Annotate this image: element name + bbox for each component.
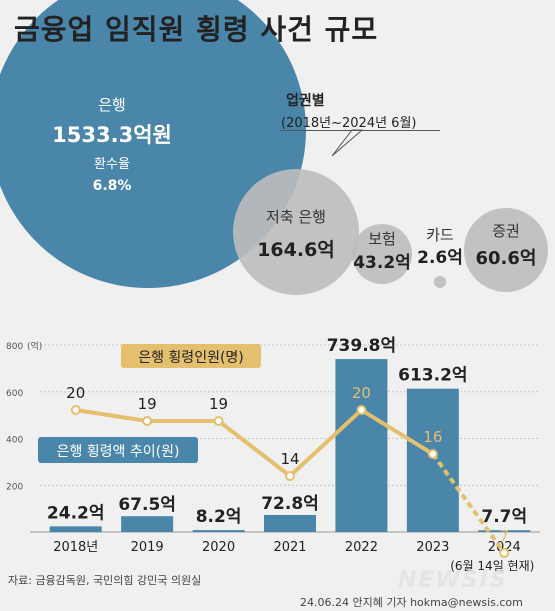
segment-bubble-3 [464, 208, 548, 292]
x-tick-6: 2024 [488, 540, 521, 555]
line-label-6: 7 [500, 527, 510, 545]
y-unit: (억) [27, 340, 42, 352]
bar-label-0: 24.2억 [47, 503, 105, 523]
newsis-logo: NEWSIS [398, 568, 508, 593]
page-title: 금융업 임직원 횡령 사건 규모 [14, 13, 379, 46]
recovery-value: 6.8% [93, 178, 132, 194]
bar-label-4: 739.8억 [327, 336, 396, 356]
line-point-6 [499, 548, 510, 558]
line-label-2: 19 [209, 395, 228, 413]
segment-name-0: 저축 은행 [266, 208, 326, 226]
bar-2019 [121, 516, 174, 532]
segment-name-1: 보험 [368, 230, 396, 248]
legend-bar-label: 은행 횡령액 추이(원) [57, 444, 180, 460]
bank-amount: 1533.3억원 [52, 123, 172, 147]
legend-bar-box [38, 437, 198, 463]
bank-bubble [0, 0, 306, 288]
segment-amount-0: 164.6억 [257, 239, 335, 261]
segment-underline [280, 130, 440, 131]
segment-name-3: 증권 [492, 222, 520, 240]
y-tick-0: 200 [6, 482, 23, 492]
segment-period: (2018년~2024년 6월) [281, 116, 417, 131]
recovery-label: 환수율 [94, 157, 130, 172]
x-tick-4: 2022 [345, 540, 378, 555]
segment-name-2: 카드 [426, 226, 454, 244]
line-label-0: 20 [66, 384, 85, 402]
y-tick-1: 400 [6, 436, 23, 446]
note-2024: (6월 14일 현재) [450, 559, 534, 573]
segment-amount-1: 43.2억 [353, 253, 411, 273]
bar-2020 [192, 530, 245, 532]
bar-label-1: 67.5억 [118, 495, 176, 515]
y-tick-3: 800 [6, 342, 23, 352]
line-point-0 [70, 405, 81, 415]
source-note: 자료: 금융감독원, 국민의힘 강민국 의원실 [8, 574, 202, 587]
legend-line-label: 은행 횡령인원(명) [138, 350, 244, 366]
y-tick-2: 600 [6, 389, 23, 399]
bar-2018년 [49, 526, 102, 532]
line-label-4: 20 [352, 384, 371, 402]
bar-label-3: 72.8억 [261, 494, 319, 514]
line-series-solid [75, 407, 434, 479]
credit-note: 24.06.24 안지혜 기자 hokma@newsis.com [300, 596, 523, 609]
line-point-4 [356, 405, 367, 415]
line-label-1: 19 [138, 395, 157, 413]
legend-line-box [121, 344, 261, 368]
line-label-5: 16 [423, 428, 442, 446]
bank-label: 은행 [98, 96, 126, 114]
line-point-5 [427, 449, 438, 459]
bar-2023 [406, 388, 459, 532]
bar-2021 [264, 514, 316, 532]
segment-amount-2: 2.6억 [417, 248, 463, 268]
segment-amount-3: 60.6억 [476, 248, 537, 269]
bar-2024 [478, 530, 531, 532]
segment-pointer [331, 129, 364, 157]
x-tick-2: 2020 [202, 540, 235, 555]
line-point-1 [142, 416, 153, 426]
x-tick-1: 2019 [131, 540, 164, 555]
bar-label-2: 8.2억 [196, 507, 242, 527]
line-point-3 [285, 471, 295, 481]
bar-label-5: 613.2억 [398, 366, 467, 386]
x-tick-5: 2023 [416, 540, 449, 555]
segment-bubble-0 [233, 169, 359, 295]
segment-bubble-2 [434, 276, 446, 288]
bar-2022 [335, 359, 388, 532]
line-label-3: 14 [280, 450, 299, 468]
x-tick-3: 2021 [273, 540, 306, 555]
x-tick-0: 2018년 [53, 540, 98, 555]
line-point-2 [213, 416, 224, 426]
segment-bubble-1 [352, 224, 412, 284]
segment-header: 업권별 [286, 93, 325, 109]
line-series-dashed [431, 452, 506, 555]
bar-label-6: 7.7억 [481, 507, 527, 527]
